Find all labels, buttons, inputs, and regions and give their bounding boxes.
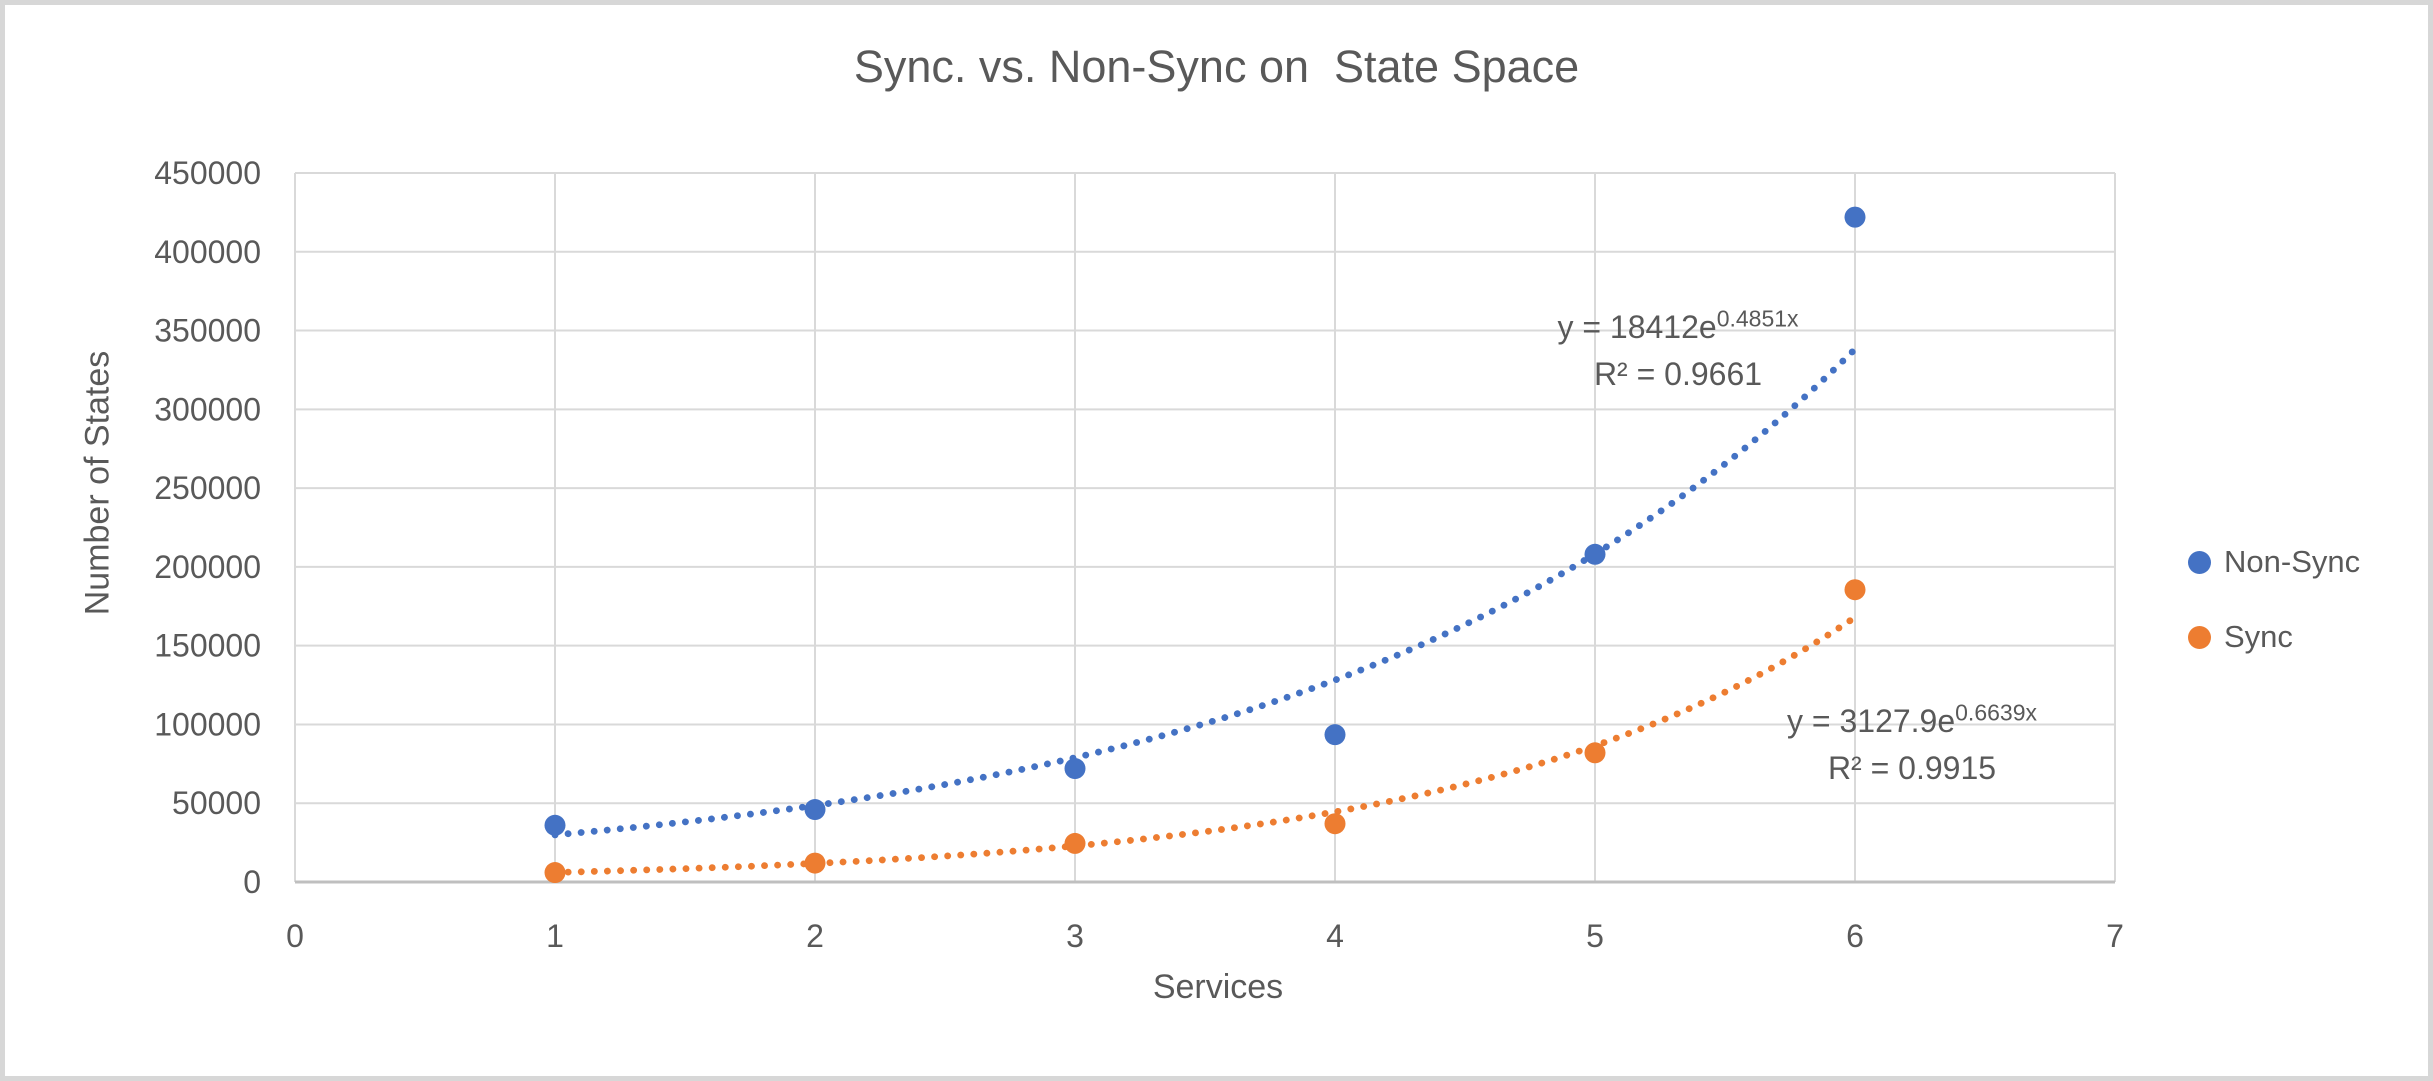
y-axis-tick-label: 250000 — [154, 470, 261, 506]
x-axis-title: Services — [1152, 968, 1284, 1006]
chart-title: Sync. vs. Non-Sync on State Space — [853, 41, 1580, 92]
r-squared-line: R² = 0.9915 — [1827, 750, 1997, 786]
legend-label: Sync — [2224, 619, 2293, 654]
y-axis-tick-label: 200000 — [154, 549, 261, 585]
equation-line: y = 3127.9e0.6639x — [1787, 699, 2037, 739]
x-axis-tick-label: 7 — [2106, 918, 2124, 954]
equation-exponent: 0.6639x — [1955, 699, 2037, 726]
data-point-non-sync[interactable] — [544, 814, 566, 836]
x-axis-tick-label: 1 — [546, 918, 564, 954]
data-point-non-sync[interactable] — [1324, 724, 1346, 746]
trendline-sync — [551, 614, 1859, 876]
x-axis-tick-label: 2 — [806, 918, 824, 954]
data-point-sync[interactable] — [544, 862, 566, 884]
trendline-equation-non-sync: y = 18412e0.4851x R² = 0.9661 — [1557, 304, 1798, 398]
data-point-sync[interactable] — [1324, 813, 1346, 835]
legend-item-sync[interactable]: Sync — [2188, 619, 2293, 655]
x-axis-tick-label: 3 — [1066, 918, 1084, 954]
data-point-sync[interactable] — [1584, 742, 1606, 764]
data-point-sync[interactable] — [804, 852, 826, 874]
x-axis-tick-label: 6 — [1846, 918, 1864, 954]
y-axis-tick-label: 400000 — [154, 234, 261, 270]
x-axis-tick-label: 0 — [286, 918, 304, 954]
data-point-non-sync[interactable] — [1584, 543, 1606, 565]
data-point-non-sync[interactable] — [1844, 206, 1866, 228]
legend-label: Non-Sync — [2224, 544, 2361, 579]
y-axis-tick-label: 300000 — [154, 391, 261, 427]
plot-area: 0500001000001500002000002500003000003500… — [154, 155, 2124, 954]
y-axis-tick-label: 350000 — [154, 313, 261, 349]
trendline-non-sync — [551, 345, 1859, 839]
data-point-sync[interactable] — [1064, 832, 1086, 854]
x-axis-tick-label: 5 — [1586, 918, 1604, 954]
equation-line: y = 18412e0.4851x — [1557, 305, 1799, 345]
x-axis-tick-label: 4 — [1326, 918, 1344, 954]
sync-legend-marker-icon — [2188, 625, 2211, 649]
data-point-non-sync[interactable] — [804, 799, 826, 821]
y-axis-tick-label: 450000 — [154, 155, 261, 191]
data-point-sync[interactable] — [1844, 579, 1866, 601]
y-axis-tick-label: 50000 — [172, 785, 261, 821]
y-axis-tick-label: 0 — [243, 864, 261, 900]
y-axis-tick-label: 100000 — [154, 706, 261, 742]
equation-exponent: 0.4851x — [1716, 305, 1799, 332]
r-squared-line: R² = 0.9661 — [1593, 356, 1763, 392]
non-sync-legend-marker-icon — [2188, 550, 2211, 574]
legend-item-non-sync[interactable]: Non-Sync — [2188, 544, 2360, 580]
data-point-non-sync[interactable] — [1064, 758, 1086, 780]
trendline-equation-sync: y = 3127.9e0.6639x R² = 0.9915 — [1787, 698, 2037, 792]
y-axis-tick-label: 150000 — [154, 628, 261, 664]
